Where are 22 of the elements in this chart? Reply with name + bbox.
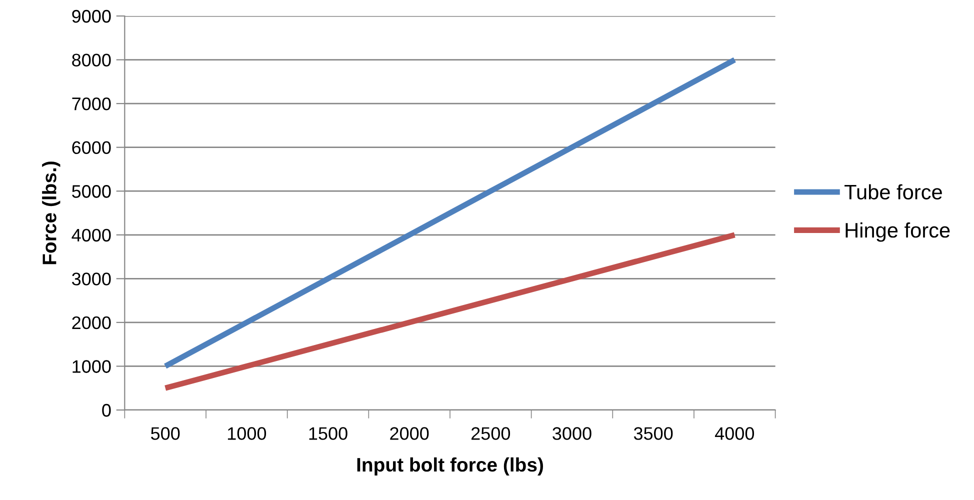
x-tick-label: 1500 [309,427,348,440]
y-tick-label: 1000 [72,360,111,373]
y-tick-label: 9000 [72,10,111,23]
y-tick-label: 4000 [72,228,111,242]
x-axis-title: Input bolt force (lbs) [357,457,543,476]
legend-label: Hinge force [846,222,950,242]
legend-label: Tube force [844,184,942,200]
y-tick-label: 6000 [72,141,111,154]
y-axis-title: Force (lbs.) [42,162,60,264]
y-tick-label: 0 [102,404,111,417]
y-tick-label: 7000 [72,97,111,110]
y-tick-label: 2000 [72,316,111,330]
y-tick-label: 8000 [72,54,111,66]
y-tick-label: 5000 [72,185,111,198]
x-tick-label: 3000 [552,427,592,440]
x-tick-label: 3500 [634,427,673,440]
x-tick-label: 2500 [471,427,510,440]
y-tick-label: 3000 [72,272,111,286]
x-tick-label: 1000 [228,427,266,440]
x-tick-label: 4000 [714,427,754,440]
x-tick-label: 2000 [390,427,429,440]
x-tick-label: 500 [151,427,180,440]
